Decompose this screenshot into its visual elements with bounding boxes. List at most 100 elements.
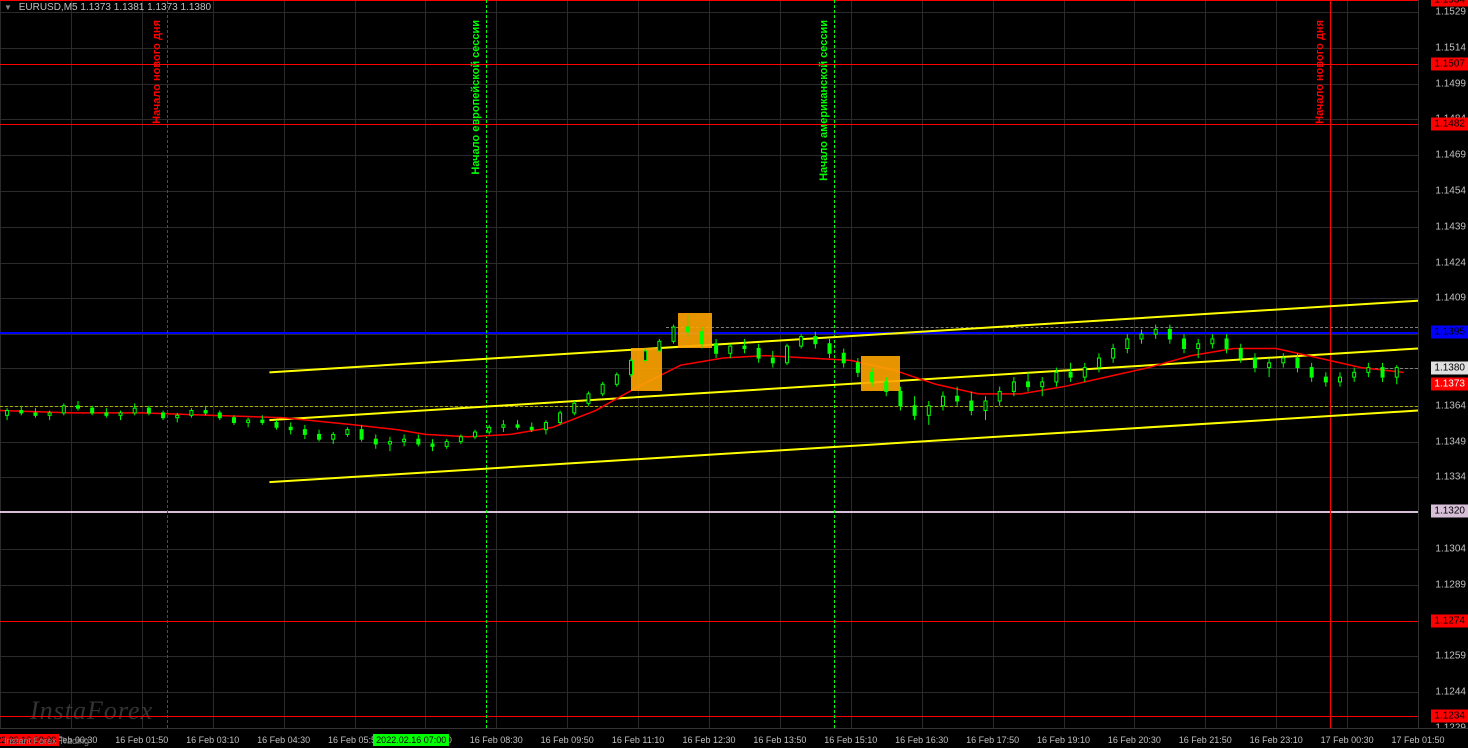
candle: [729, 346, 732, 353]
candle: [303, 430, 306, 435]
candle: [445, 442, 448, 447]
candle: [644, 351, 647, 361]
candle: [417, 439, 420, 444]
price-level-label: 1.1320: [1431, 504, 1468, 517]
candle: [346, 430, 349, 435]
dropdown-icon[interactable]: ▼: [4, 3, 12, 12]
candle: [587, 394, 590, 404]
x-tick-label: 16 Feb 13:50: [753, 735, 806, 745]
x-tick-label: 16 Feb 20:30: [1108, 735, 1161, 745]
candle: [119, 413, 122, 415]
y-tick-label: 1.1244: [1435, 687, 1466, 698]
y-tick-label: 1.1304: [1435, 543, 1466, 554]
chart-plot-area[interactable]: Начало нового дняНачало европейской сесс…: [0, 0, 1418, 728]
candle: [1367, 368, 1370, 373]
price-level-label: 1.1534: [1431, 0, 1468, 7]
candle: [1112, 348, 1115, 358]
candle: [502, 425, 505, 427]
candle: [771, 358, 774, 363]
y-tick-label: 1.1529: [1435, 6, 1466, 17]
candle: [927, 406, 930, 416]
candle: [573, 403, 576, 413]
candle: [1168, 329, 1171, 339]
candle: [828, 344, 831, 354]
x-tick-label: 16 Feb 01:50: [115, 735, 168, 745]
candle: [757, 348, 760, 358]
candle: [1339, 377, 1342, 382]
candle: [1197, 344, 1200, 349]
candle: [615, 375, 618, 385]
chart-container: Начало нового дняНачало европейской сесс…: [0, 0, 1468, 748]
candle: [601, 384, 604, 394]
candle: [800, 337, 803, 347]
x-tick-label: 16 Feb 12:30: [682, 735, 735, 745]
candle: [275, 422, 278, 427]
candle: [289, 427, 292, 429]
x-tick-label: 16 Feb 23:10: [1250, 735, 1303, 745]
candle: [332, 434, 335, 439]
y-tick-label: 1.1289: [1435, 579, 1466, 590]
candle: [1154, 329, 1157, 334]
price-level-label: 1.1507: [1431, 58, 1468, 71]
x-tick-label: 16 Feb 09:50: [541, 735, 594, 745]
candle: [1126, 339, 1129, 349]
candle: [1310, 368, 1313, 378]
candle: [956, 396, 959, 401]
chart-title: ▼ EURUSD,M5 1.1373 1.1381 1.1373 1.1380: [4, 2, 211, 13]
current-price-label: 1.1373: [1431, 378, 1468, 391]
candle: [133, 408, 136, 413]
candle: [474, 432, 477, 437]
candle: [814, 337, 817, 344]
candle: [1225, 339, 1228, 349]
candle: [1296, 358, 1299, 368]
candle: [1012, 382, 1015, 392]
candle: [218, 413, 221, 418]
y-tick-label: 1.1334: [1435, 472, 1466, 483]
candle: [871, 372, 874, 382]
candle: [431, 444, 434, 446]
candle-layer: [0, 0, 1418, 728]
candle: [1027, 382, 1030, 387]
candle: [488, 427, 491, 432]
candle: [700, 332, 703, 344]
candle: [147, 408, 150, 413]
candle: [176, 415, 179, 417]
candle: [998, 391, 1001, 401]
candle: [62, 406, 65, 413]
symbol-label: EURUSD,M5: [19, 2, 78, 13]
candle: [6, 411, 9, 416]
candle: [1381, 368, 1384, 378]
candle: [388, 442, 391, 444]
candle: [91, 408, 94, 413]
candle: [459, 437, 462, 442]
candle: [20, 411, 23, 413]
y-tick-label: 1.1469: [1435, 150, 1466, 161]
x-tick-label: 16 Feb 19:10: [1037, 735, 1090, 745]
candle: [1353, 372, 1356, 377]
candle: [970, 401, 973, 411]
x-tick-label: 17 Feb 00:30: [1321, 735, 1374, 745]
candle: [1140, 334, 1143, 339]
candle: [984, 401, 987, 411]
x-tick-label: 16 Feb 16:30: [895, 735, 948, 745]
price-level-label: 1.1274: [1431, 614, 1468, 627]
candle: [1097, 358, 1100, 368]
candle: [899, 391, 902, 405]
candle: [785, 346, 788, 363]
candle: [1183, 339, 1186, 349]
x-tick-label: 16 Feb 21:50: [1179, 735, 1232, 745]
candle: [190, 411, 193, 416]
candle: [856, 363, 859, 373]
y-tick-label: 1.1259: [1435, 651, 1466, 662]
candle: [672, 327, 675, 341]
candle: [842, 353, 845, 363]
candle: [76, 406, 79, 408]
x-tick-label: 16 Feb 08:30: [470, 735, 523, 745]
candle: [715, 344, 718, 354]
candle: [913, 406, 916, 416]
y-tick-label: 1.1454: [1435, 185, 1466, 196]
x-axis: 15 Feb 23:5016 Feb 00:3016 Feb 01:5016 F…: [0, 728, 1468, 748]
candle: [1083, 368, 1086, 378]
candle: [204, 411, 207, 413]
candle: [1282, 358, 1285, 363]
